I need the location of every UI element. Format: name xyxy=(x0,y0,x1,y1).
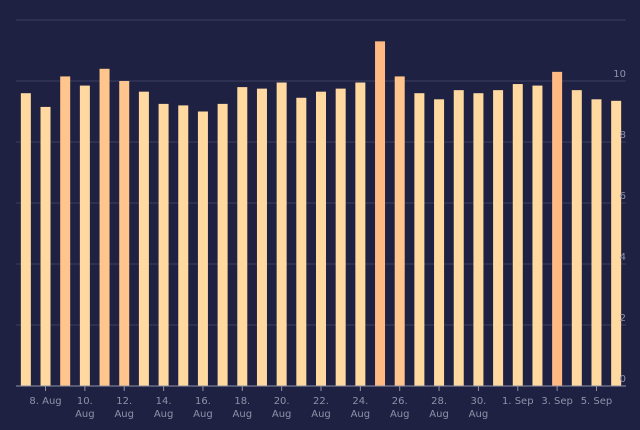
x-tick-label-line: Aug xyxy=(429,409,449,420)
x-tick-label-line: 14. xyxy=(156,396,172,407)
x-tick-label: 10. Aug xyxy=(75,396,95,420)
x-tick-label-line: 30. xyxy=(470,396,486,407)
x-tick-label-line: Aug xyxy=(114,409,134,420)
y-tick-label: 6 xyxy=(620,191,626,202)
x-axis-ticks: 8. Aug 10. Aug 12. Aug 14. Aug 16. Aug 18. Aug 20. A… xyxy=(29,386,612,420)
x-tick-label-line: 3. Sep xyxy=(541,396,573,407)
x-tick-label-line: Aug xyxy=(469,409,489,420)
x-tick-label: 28. Aug xyxy=(429,396,449,420)
x-tick-label: 26. Aug xyxy=(390,396,410,420)
bar[interactable] xyxy=(512,84,523,387)
x-tick-label-line: 18. xyxy=(234,396,250,407)
bars-group xyxy=(20,41,622,387)
x-tick-label: 30. Aug xyxy=(469,396,489,420)
x-tick-label: 18. Aug xyxy=(233,396,253,420)
bar[interactable] xyxy=(119,81,130,386)
x-tick-label-line: 24. xyxy=(352,396,368,407)
bar[interactable] xyxy=(99,68,110,387)
bar[interactable] xyxy=(158,103,169,386)
x-tick-label: 22. Aug xyxy=(311,396,331,420)
x-tick-label: 24. Aug xyxy=(351,396,371,420)
x-tick-label-line: 8. Aug xyxy=(29,396,61,407)
bar[interactable] xyxy=(40,106,51,387)
x-tick-label-line: 10. xyxy=(77,396,93,407)
bar[interactable] xyxy=(493,90,504,387)
y-tick-label: 2 xyxy=(620,313,626,324)
x-tick-label: 14. Aug xyxy=(154,396,174,420)
bar[interactable] xyxy=(552,71,563,386)
x-tick-label-line: 20. xyxy=(274,396,290,407)
x-tick-label: 12. Aug xyxy=(114,396,134,420)
y-tick-label: 4 xyxy=(620,252,626,263)
bar[interactable] xyxy=(571,90,582,387)
bar[interactable] xyxy=(60,76,71,387)
bar[interactable] xyxy=(256,88,267,386)
bar[interactable] xyxy=(138,91,149,387)
x-tick-label-line: 12. xyxy=(116,396,132,407)
x-tick-label-line: Aug xyxy=(193,409,213,420)
x-tick-label-line: Aug xyxy=(233,409,253,420)
x-tick-label: 16. Aug xyxy=(193,396,213,420)
x-tick-label: 3. Sep xyxy=(541,396,573,407)
x-tick-label-line: Aug xyxy=(311,409,331,420)
x-tick-label-line: Aug xyxy=(154,409,174,420)
x-tick-label-line: Aug xyxy=(272,409,292,420)
bar[interactable] xyxy=(79,85,90,386)
x-tick-label-line: Aug xyxy=(390,409,410,420)
bar[interactable] xyxy=(316,91,326,387)
bar[interactable] xyxy=(217,103,228,386)
bar[interactable] xyxy=(335,88,346,386)
bar[interactable] xyxy=(178,105,189,387)
x-tick-label-line: 5. Sep xyxy=(581,396,613,407)
x-tick-label-line: Aug xyxy=(75,409,95,420)
x-tick-label-line: 1. Sep xyxy=(502,396,534,407)
bar[interactable] xyxy=(532,85,543,386)
bar[interactable] xyxy=(355,82,366,387)
bar[interactable] xyxy=(611,100,622,386)
bar[interactable] xyxy=(591,99,602,387)
bar[interactable] xyxy=(434,99,445,387)
bar[interactable] xyxy=(237,87,248,386)
y-tick-label: 8 xyxy=(620,130,626,141)
x-tick-label-line: 16. xyxy=(195,396,211,407)
bar[interactable] xyxy=(197,111,208,387)
bar[interactable] xyxy=(414,93,425,386)
bar[interactable] xyxy=(394,76,405,387)
y-tick-label: 0 xyxy=(620,374,626,385)
bar[interactable] xyxy=(276,82,287,387)
x-tick-label: 20. Aug xyxy=(272,396,292,420)
x-tick-label-line: Aug xyxy=(351,409,371,420)
bar[interactable] xyxy=(296,97,307,387)
y-axis-ticks: 0 2 4 6 8 10 xyxy=(613,69,626,385)
x-tick-label-line: 28. xyxy=(431,396,447,407)
bar[interactable] xyxy=(473,93,484,386)
x-tick-label-line: 26. xyxy=(392,396,408,407)
x-tick-label: 1. Sep xyxy=(502,396,534,407)
x-tick-label: 5. Sep xyxy=(581,396,613,407)
x-tick-label: 8. Aug xyxy=(29,396,61,407)
y-tick-label: 10 xyxy=(613,69,626,80)
x-tick-label-line: 22. xyxy=(313,396,329,407)
bar[interactable] xyxy=(20,93,31,386)
bar[interactable] xyxy=(375,41,386,386)
bar[interactable] xyxy=(453,90,464,387)
